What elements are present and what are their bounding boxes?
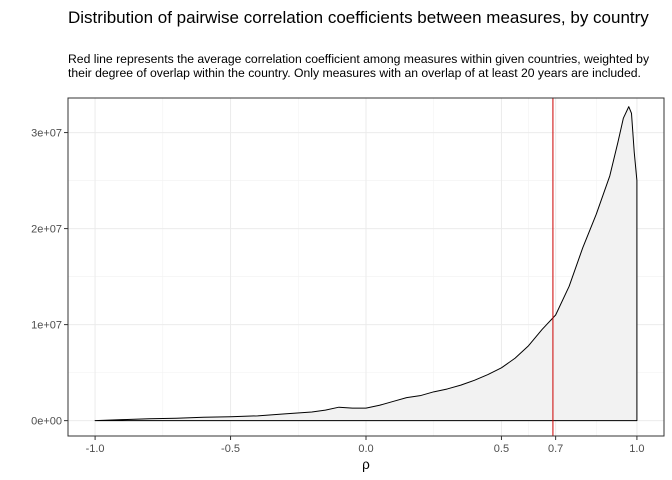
y-tick-label: 3e+07 [31,128,62,140]
x-axis-title: ρ [362,457,370,472]
x-tick-label: -1.0 [86,443,105,455]
axes: -1.0 -0.5 0.0 0.5 0.7 1.0 0e+00 1e+07 2e+07 3e+07 [31,128,644,455]
chart-title: Distribution of pairwise correlation coe… [68,8,649,27]
chart-subtitle: Red line represents the average correlat… [68,52,650,80]
x-tick-label: 0.0 [358,443,373,455]
data-layer [94,106,638,422]
y-tick-label: 2e+07 [31,224,62,236]
y-tick-label: 1e+07 [31,320,62,332]
density-area [94,106,638,422]
x-tick-label: 0.5 [494,443,509,455]
x-tick-label: -0.5 [221,443,240,455]
y-tick-label: 0e+00 [31,416,62,428]
x-tick-label: 0.7 [548,443,563,455]
x-tick-label: 1.0 [629,443,644,455]
